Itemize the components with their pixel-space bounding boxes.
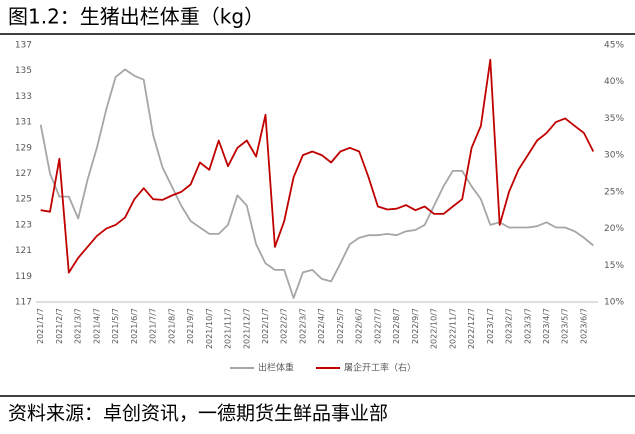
x-tick-label: 2021/9/7: [186, 308, 195, 344]
x-tick-label: 2022/11/7: [448, 308, 457, 349]
y2-tick-label: 40%: [604, 77, 624, 87]
x-tick-label: 2023/6/7: [579, 308, 588, 344]
x-tick-label: 2021/11/7: [224, 308, 233, 349]
x-tick-label: 2023/4/7: [542, 308, 551, 344]
y2-tick-label: 20%: [604, 224, 624, 234]
x-tick-label: 2021/1/7: [36, 308, 45, 344]
legend-label: 出栏体重: [258, 362, 294, 374]
x-tick-label: 2021/6/7: [130, 308, 139, 344]
x-tick-label: 2022/1/7: [261, 308, 270, 344]
y-tick-label: 117: [15, 298, 32, 308]
y-tick-label: 137: [15, 41, 32, 51]
y2-tick-label: 35%: [604, 114, 624, 124]
x-tick-label: 2022/2/7: [280, 308, 289, 344]
x-tick-label: 2023/3/7: [523, 308, 532, 344]
y-tick-label: 119: [15, 272, 32, 282]
x-tick-label: 2022/3/7: [298, 308, 307, 344]
y2-tick-label: 10%: [604, 298, 624, 308]
y-tick-label: 135: [15, 66, 32, 76]
x-tick-label: 2023/2/7: [505, 308, 514, 344]
x-tick-label: 2023/5/7: [561, 308, 570, 344]
x-tick-label: 2023/1/7: [486, 308, 495, 344]
x-tick-label: 2022/7/7: [373, 308, 382, 344]
x-tick-label: 2022/12/7: [467, 308, 476, 349]
series-line: [40, 58, 595, 274]
y-tick-label: 133: [15, 92, 32, 102]
x-tick-label: 2022/9/7: [411, 308, 420, 344]
y2-tick-label: 25%: [604, 187, 624, 197]
legend-label: 屠企开工率（右）: [344, 362, 416, 374]
y-tick-label: 129: [15, 143, 32, 153]
x-tick-label: 2022/6/7: [355, 308, 364, 344]
y-tick-label: 125: [15, 195, 32, 205]
series-line: [39, 68, 594, 299]
y-tick-label: 127: [15, 169, 32, 179]
y-tick-label: 123: [15, 220, 32, 230]
x-tick-label: 2022/5/7: [336, 308, 345, 344]
y-tick-label: 121: [15, 246, 32, 256]
x-tick-label: 2021/3/7: [74, 308, 83, 344]
y2-tick-label: 15%: [604, 261, 624, 271]
source: 资料来源：卓创资讯，一德期货生鲜品事业部: [8, 403, 388, 425]
x-tick-label: 2021/4/7: [92, 308, 101, 344]
x-tick-label: 2021/10/7: [205, 308, 214, 349]
x-tick-label: 2022/4/7: [317, 308, 326, 344]
x-tick-label: 2022/8/7: [392, 308, 401, 344]
x-tick-label: 2021/8/7: [167, 308, 176, 344]
x-tick-label: 2021/12/7: [242, 308, 251, 349]
y-tick-label: 131: [15, 118, 32, 128]
x-tick-label: 2022/10/7: [430, 308, 439, 349]
chart-title: 图1.2：生猪出栏体重（kg）: [8, 5, 264, 29]
y2-tick-label: 30%: [604, 151, 624, 161]
x-tick-label: 2021/5/7: [111, 308, 120, 344]
x-tick-label: 2021/2/7: [55, 308, 64, 344]
y2-tick-label: 45%: [604, 41, 624, 51]
x-tick-label: 2021/7/7: [149, 308, 158, 344]
